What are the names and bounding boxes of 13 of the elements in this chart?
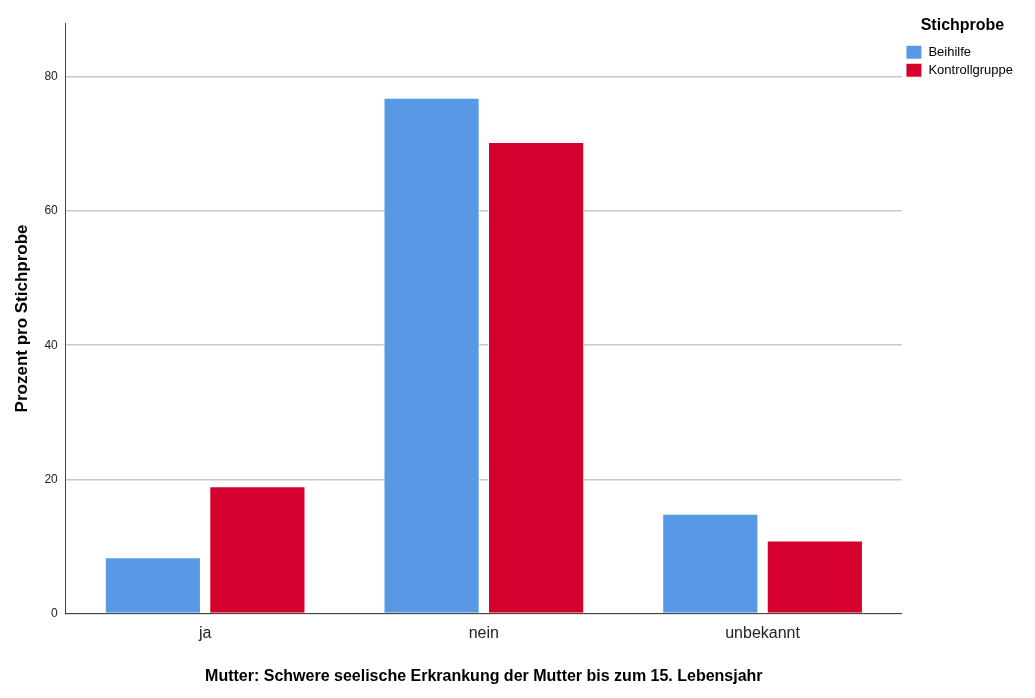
- x-tick-label: nein: [468, 623, 499, 641]
- x-tick-label: ja: [197, 623, 212, 641]
- y-tick-label: 60: [44, 203, 59, 218]
- legend-label: Kontrollgruppe: [928, 61, 1014, 77]
- y-axis-title: Prozent pro Stichprobe: [11, 224, 31, 413]
- x-tick-label: unbekannt: [725, 623, 801, 641]
- x-axis-title: Mutter: Schwere seelische Erkrankung der Mutter bis zum 15. Lebensjahr: [205, 666, 763, 684]
- y-tick-label: 80: [44, 69, 59, 84]
- legend-label: Beihilfe: [928, 43, 972, 59]
- legend-title: Stichprobe: [920, 16, 1005, 34]
- y-tick-label: 0: [51, 605, 59, 620]
- y-tick-label: 20: [44, 471, 59, 486]
- y-tick-label: 40: [44, 337, 59, 352]
